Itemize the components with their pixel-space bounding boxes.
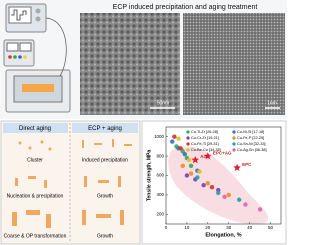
x-tick-label: 50 [268, 225, 274, 230]
point [243, 202, 248, 207]
legend-label: Cu-Ni-Si [17-18] [237, 130, 264, 134]
point [180, 163, 185, 168]
point [184, 173, 190, 178]
point [188, 171, 194, 176]
highlight-star [204, 152, 212, 160]
legend-marker [232, 148, 236, 152]
step-label: Coarse & OP transformation [4, 233, 67, 239]
legend-marker [232, 130, 236, 134]
point [176, 136, 181, 141]
scatter-chart: 0 10 20 30 40 50 200 400 600 800 1000 Elongation, %… [146, 126, 282, 238]
legend-label: Cu-Sn-Ni [32-33] [237, 142, 266, 146]
legend-marker [232, 136, 236, 140]
point [195, 175, 200, 180]
header-band [72, 123, 138, 133]
header-band [3, 123, 68, 133]
scale-label: 50nm [157, 100, 170, 106]
step-label: Growth [97, 233, 113, 239]
x-tick-label: 0 [165, 225, 168, 230]
y-tick-label: 200 [156, 211, 164, 216]
y-axis-title: Tensile strength, MPa [146, 150, 152, 202]
point [226, 192, 231, 198]
figure: ECP induced precipitation and aging trea… [0, 0, 287, 245]
y-tick-label: 600 [156, 173, 164, 178]
point [170, 139, 175, 144]
legend-label: Cu-Ti-Zr [26-28] [191, 130, 218, 134]
diagram-header: ECP + aging [88, 126, 122, 132]
x-tick-label: 10 [184, 225, 190, 230]
point [201, 183, 206, 188]
tem-image [80, 13, 180, 115]
legend-label: Cu-Be-Co [34-35] [191, 148, 221, 152]
y-tick-label: 1000 [154, 134, 165, 139]
legend-label: Cu-Cr-Zr [19-21] [191, 136, 219, 140]
point [209, 184, 215, 190]
step-label: Induced precipitation [82, 157, 128, 163]
x-axis-title: Elongation, % [205, 232, 241, 238]
x-tick-label: 40 [247, 225, 253, 230]
equipment [3, 3, 71, 113]
hrtem-image [183, 13, 285, 115]
legend-marker [186, 136, 190, 140]
point [178, 146, 183, 151]
highlight-label: EPC+AG [213, 150, 232, 155]
y-tick-label: 400 [156, 192, 164, 197]
legend-marker [232, 142, 236, 146]
point [222, 194, 227, 200]
y-tick-label: 800 [156, 153, 164, 158]
point [236, 197, 242, 202]
legend-marker [186, 142, 190, 146]
x-tick-label: 30 [226, 225, 232, 230]
legend-marker [186, 130, 190, 134]
legend-label: Cu-Fe-P [22-25] [237, 136, 264, 140]
point [172, 134, 177, 139]
precipitates [12, 139, 132, 228]
highlight-star [233, 163, 241, 171]
x-tick-label: 20 [205, 225, 211, 230]
title: ECP induced precipitation and aging trea… [113, 4, 258, 11]
point [188, 163, 194, 168]
point [216, 190, 221, 196]
legend-label: Cu-Fe-Ti [29-31] [191, 142, 219, 146]
legend-marker [186, 148, 190, 152]
legend-label: Cu-Ag-Sn [36-38] [237, 148, 267, 152]
step-label: Nucleation & precipitation [7, 193, 64, 199]
diagram-header: Direct aging [19, 126, 51, 132]
highlight-label: EPC [242, 162, 252, 167]
point [186, 157, 192, 163]
step-label: Growth [97, 193, 113, 199]
point [205, 181, 211, 186]
highlight-star [191, 155, 200, 164]
point [182, 151, 188, 157]
point [197, 169, 202, 174]
highlight-label: AG [200, 154, 207, 159]
point [257, 207, 263, 212]
step-label: Cluster [27, 157, 43, 163]
scale-label: 1nm [267, 100, 277, 106]
